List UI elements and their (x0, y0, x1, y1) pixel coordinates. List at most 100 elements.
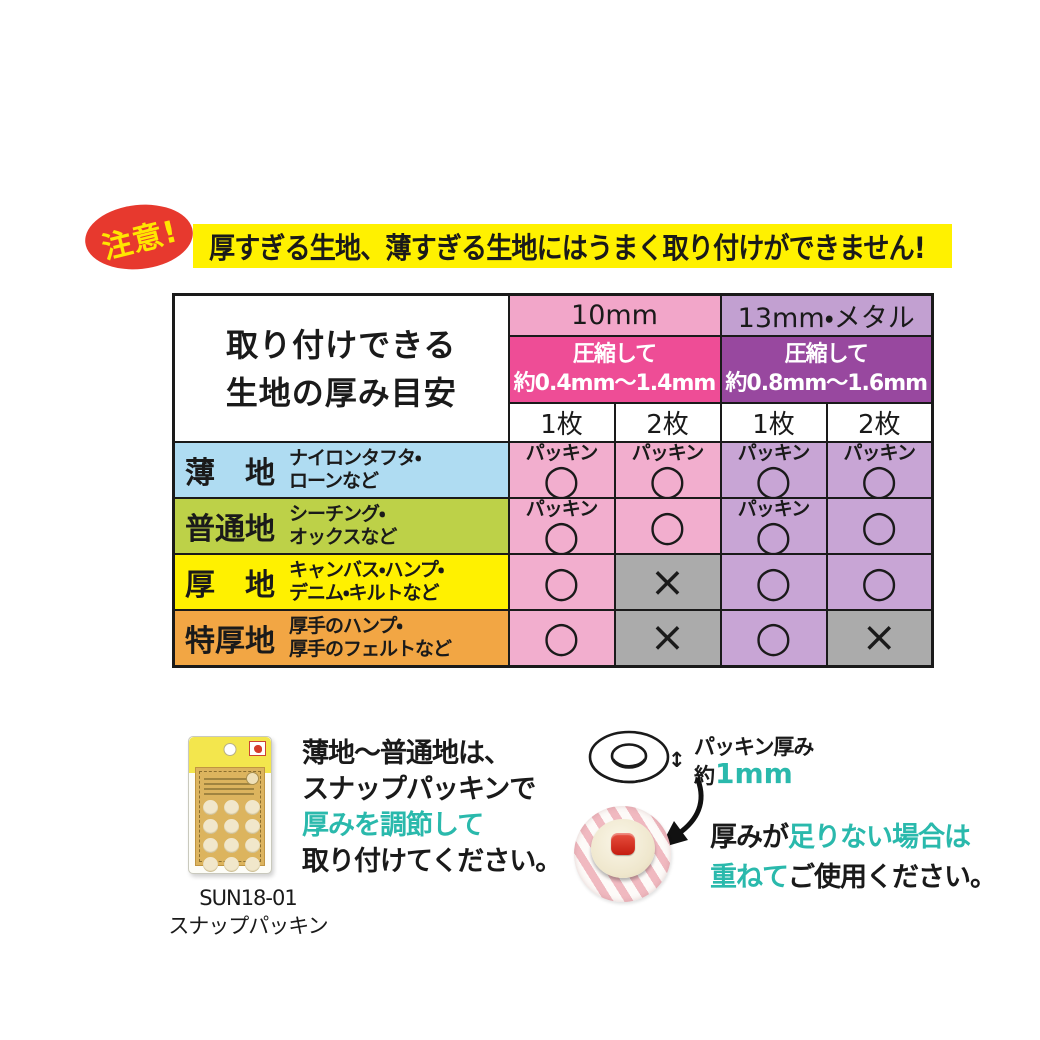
cell-mark: ○ (755, 510, 792, 554)
cell-thick-13mm-2ply: ○ (825, 553, 934, 611)
row-label-text: 特厚地 (185, 623, 275, 659)
note-line1-black: 厚みが (710, 822, 789, 853)
package-text-lines (204, 775, 254, 795)
row-desc-line1: ナイロンタフタ・ (289, 447, 421, 470)
washer-illustration (588, 730, 670, 784)
caution-badge-label: 注意! (98, 214, 182, 267)
cell-normal-13mm-1ply: パッキン ○ (719, 497, 828, 555)
advice-line1: 薄地〜普通地は、 (302, 738, 511, 769)
cell-extra-10mm-2ply: × (613, 609, 722, 667)
row-label-thick: 厚 地 キャンバス・ハンプ・ デニム・キルトなど (172, 553, 510, 611)
cell-mark: ○ (860, 500, 898, 550)
cell-thick-10mm-2ply: × (613, 553, 722, 611)
cell-thick-10mm-1ply: ○ (507, 553, 616, 611)
table-row-thin-fabric: 薄 地 ナイロンタフタ・ ローンなど パッキン ○ パッキン ○ パッキン ○ パッキ… (172, 441, 934, 499)
cell-normal-10mm-2ply: ○ (613, 497, 722, 555)
cell-note: パッキン (843, 442, 916, 464)
package-badge (246, 772, 259, 785)
header-compress-13mm: 圧縮して 約0.8mm〜1.6mm (719, 335, 934, 404)
compress-line2: 約0.4mm〜1.4mm (513, 370, 717, 396)
cell-mark: ○ (649, 454, 686, 498)
corner-title-line2: 生地の厚み目安 (225, 373, 457, 412)
table-row-extra-thick-fabric: 特厚地 厚手のハンプ・ 厚手のフェルトなど ○ × ○ × (172, 609, 934, 667)
caution-banner: 厚すぎる生地、薄すぎる生地にはうまく取り付けができません! (193, 224, 952, 268)
cell-note: パッキン (525, 442, 598, 464)
cell-extra-13mm-2ply: × (825, 609, 934, 667)
product-code: SUN18-01 (199, 886, 297, 910)
brand-logo (249, 741, 266, 756)
cell-extra-10mm-1ply: ○ (507, 609, 616, 667)
cell-mark: × (649, 556, 686, 606)
cell-thin-10mm-1ply: パッキン ○ (507, 441, 616, 499)
caution-badge: 注意! (81, 199, 197, 275)
packing-thickness-label: パッキン厚み (694, 735, 814, 759)
advice-text: 薄地〜普通地は、 スナップパッキンで 厚みを調節して 取り付けてください。 (302, 736, 562, 880)
cell-mark: ○ (860, 556, 898, 606)
note-line2-black: ご使用ください。 (788, 862, 997, 893)
advice-line2: スナップパッキンで (302, 774, 536, 805)
cell-mark: ○ (755, 556, 792, 606)
cell-note: パッキン (737, 442, 810, 464)
row-label-normal: 普通地 シーチング・ オックスなど (172, 497, 510, 555)
fabric-thickness-table: 取り付けできる 生地の厚み目安 10mm 13mm・メタル 圧縮して 約0.4m… (172, 293, 934, 668)
table-row-normal-fabric: 普通地 シーチング・ オックスなど パッキン ○ ○ パッキン ○ ○ (172, 497, 934, 555)
cell-mark: ○ (543, 454, 580, 498)
corner-title-line1: 取り付けできる (226, 325, 457, 364)
striped-fabric-photo (574, 806, 671, 902)
header-size-13mm-metal: 13mm・メタル (719, 293, 934, 337)
cell-mark: ○ (860, 454, 898, 498)
compress-line1: 圧縮して (784, 341, 869, 367)
row-label-thin: 薄 地 ナイロンタフタ・ ローンなど (172, 441, 510, 499)
cell-mark: × (649, 612, 686, 662)
caution-message: 厚すぎる生地、薄すぎる生地にはうまく取り付けができません! (209, 231, 926, 265)
row-label-text: 薄 地 (185, 456, 275, 491)
cell-mark: ○ (543, 612, 580, 662)
row-desc-line1: シーチング・ (289, 503, 385, 526)
row-desc-line1: 厚手のハンプ・ (289, 614, 403, 637)
product-name: スナップパッキン (168, 914, 328, 939)
row-label-text: 厚 地 (185, 568, 275, 603)
thickness-arrows-icon: ↕ (668, 748, 686, 772)
cell-thick-13mm-1ply: ○ (719, 553, 828, 611)
cell-mark: ○ (755, 612, 792, 662)
row-desc-line2: デニム・キルトなど (289, 582, 439, 604)
header-ply-4: 2枚 (825, 402, 934, 443)
row-desc-line2: 厚手のフェルトなど (289, 637, 452, 660)
cell-normal-10mm-1ply: パッキン ○ (507, 497, 616, 555)
thickness-value: 1mm (715, 757, 793, 790)
cell-extra-13mm-1ply: ○ (719, 609, 828, 667)
cell-note: パッキン (525, 498, 598, 520)
cell-mark: ○ (755, 454, 792, 498)
cell-normal-13mm-2ply: ○ (825, 497, 934, 555)
advice-line3: 厚みを調節して (302, 810, 484, 841)
header-compress-10mm: 圧縮して 約0.4mm〜1.4mm (507, 335, 722, 404)
cell-mark: ○ (543, 510, 580, 554)
advice-line4: 取り付けてください。 (302, 846, 562, 877)
compress-line2: 約0.8mm〜1.6mm (725, 370, 928, 396)
cell-mark: ○ (649, 500, 686, 550)
note-line2-teal: 重ねて (710, 862, 789, 893)
row-desc-line2: ローンなど (289, 470, 379, 492)
stacking-note: 厚みが足りない場合は 重ねてご使用ください。 (710, 818, 997, 898)
cell-note: パッキン (737, 498, 810, 520)
header-ply-1: 1枚 (507, 402, 616, 443)
header-ply-3: 1枚 (719, 402, 828, 443)
header-ply-2: 2枚 (613, 402, 722, 443)
row-label-text: 普通地 (185, 512, 275, 547)
snap-packing-dots (203, 800, 260, 872)
cell-note: パッキン (631, 442, 704, 464)
compress-line1: 圧縮して (572, 341, 657, 367)
snap-packing-package-image (188, 736, 272, 874)
row-label-extra-thick: 特厚地 厚手のハンプ・ 厚手のフェルトなど (172, 609, 510, 667)
package-hang-hole (223, 743, 237, 756)
row-desc-line2: オックスなど (289, 526, 397, 548)
red-snap-stud (611, 833, 635, 855)
cell-thin-10mm-2ply: パッキン ○ (613, 441, 722, 499)
product-caption: SUN18-01 スナップパッキン (158, 884, 338, 941)
table-row-thick-fabric: 厚 地 キャンバス・ハンプ・ デニム・キルトなど ○ × ○ ○ (172, 553, 934, 611)
package-backing-card (195, 767, 265, 872)
note-line1-teal: 足りない場合は (788, 822, 971, 853)
cell-thin-13mm-1ply: パッキン ○ (719, 441, 828, 499)
row-desc-line1: キャンバス・ハンプ・ (289, 559, 444, 582)
cell-mark: × (861, 612, 897, 662)
